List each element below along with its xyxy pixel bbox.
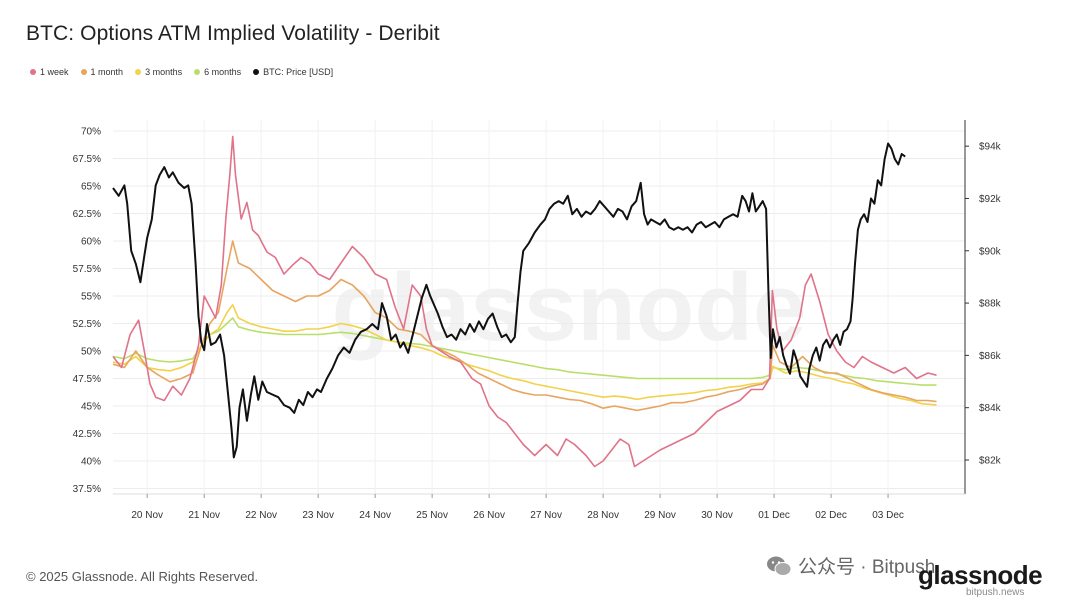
x-tick-label: 28 Nov	[587, 510, 619, 521]
x-tick-label: 22 Nov	[245, 510, 277, 521]
legend: 1 week 1 month 3 months 6 months BTC: Price …	[30, 67, 333, 77]
y-left-tick-label: 42.5%	[73, 429, 101, 440]
y-right-tick-label: $90k	[979, 246, 1002, 257]
legend-item: 6 months	[194, 67, 241, 77]
y-left-tick-label: 70%	[81, 127, 101, 138]
x-tick-label: 30 Nov	[701, 510, 733, 521]
y-left-tick-label: 45%	[81, 402, 101, 413]
y-right-tick-label: $84k	[979, 403, 1002, 414]
brand-logo-text: glassnode	[918, 560, 1043, 590]
legend-dot	[135, 69, 142, 75]
legend-label: 3 months	[145, 67, 183, 77]
y-left-tick-label: 47.5%	[73, 374, 101, 385]
y-left-tick-label: 60%	[81, 237, 101, 248]
legend-label: 1 week	[40, 67, 69, 77]
y-left-tick-label: 67.5%	[73, 154, 101, 165]
legend-dot	[194, 69, 201, 75]
series-line-btc-price-usd	[112, 142, 906, 459]
y-left-tick-label: 62.5%	[73, 209, 101, 220]
y-left-tick-label: 55%	[81, 292, 101, 303]
y-left-tick-label: 52.5%	[73, 319, 101, 330]
x-tick-label: 03 Dec	[872, 510, 904, 521]
legend-item: BTC: Price [USD]	[253, 67, 333, 77]
axes: 70% 67.5% 65% 62.5% 60% 57.5% 55% 52.5% 50% 47.5%…	[73, 120, 1002, 521]
x-tick-label: 02 Dec	[815, 510, 847, 521]
x-tick-label: 24 Nov	[359, 510, 391, 521]
source-url: bitpush.news	[966, 587, 1025, 598]
legend-item: 1 week	[30, 67, 69, 77]
wechat-label: 公众号 · Bitpush	[798, 557, 936, 578]
grid-lines	[113, 120, 965, 494]
legend-dot	[30, 69, 36, 75]
series-layer	[112, 135, 937, 468]
legend-label: BTC: Price [USD]	[263, 67, 334, 77]
x-tick-label: 21 Nov	[188, 510, 220, 521]
legend-dot	[253, 69, 260, 75]
y-right-tick-label: $82k	[979, 456, 1002, 467]
series-line-1-month	[112, 240, 937, 412]
y-right-tick-label: $88k	[979, 299, 1002, 310]
x-tick-label: 27 Nov	[530, 510, 562, 521]
legend-label: 6 months	[204, 67, 242, 77]
y-right-tick-label: $92k	[979, 194, 1002, 205]
copyright-text: © 2025 Glassnode. All Rights Reserved.	[26, 569, 259, 584]
legend-item: 3 months	[135, 67, 182, 77]
y-left-tick-label: 57.5%	[73, 264, 101, 275]
y-left-tick-label: 50%	[81, 347, 101, 358]
chart-title: BTC: Options ATM Implied Volatility - De…	[26, 22, 440, 45]
wechat-icon	[767, 556, 792, 576]
wechat-watermark: 公众号 · Bitpush	[766, 552, 935, 579]
y-left-tick-label: 40%	[81, 457, 101, 468]
x-tick-label: 20 Nov	[131, 510, 163, 521]
legend-item: 1 month	[80, 67, 124, 77]
x-tick-label: 29 Nov	[644, 510, 676, 521]
legend-dot	[80, 69, 87, 75]
x-tick-label: 23 Nov	[302, 510, 334, 521]
y-right-tick-label: $94k	[979, 142, 1002, 153]
x-tick-label: 01 Dec	[758, 510, 790, 521]
y-left-tick-label: 65%	[81, 182, 101, 193]
series-line-1-week	[112, 135, 937, 468]
x-tick-label: 25 Nov	[416, 510, 448, 521]
y-left-tick-label: 37.5%	[73, 484, 101, 495]
y-right-tick-label: $86k	[979, 351, 1002, 362]
legend-label: 1 month	[90, 67, 124, 77]
x-tick-label: 26 Nov	[473, 510, 505, 521]
